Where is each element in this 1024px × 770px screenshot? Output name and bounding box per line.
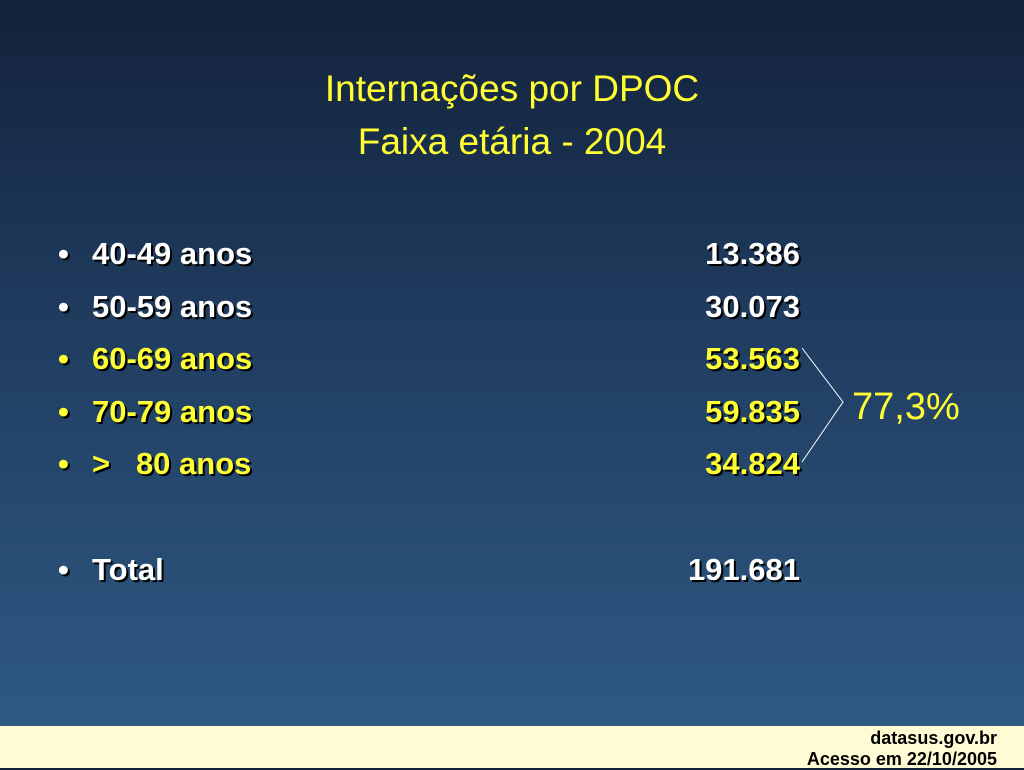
item-label: > 80 anos	[92, 446, 252, 481]
footer: datasus.gov.br Acesso em 22/10/2005	[0, 726, 1024, 769]
footer-line: datasus.gov.br	[870, 728, 997, 748]
item-value: 30.073	[705, 289, 800, 324]
list-item: • 60-69 anos 53.563	[58, 341, 800, 376]
item-value: 34.824	[705, 446, 800, 481]
item-value: 53.563	[705, 341, 800, 376]
list-item: • Total 191.681	[58, 552, 800, 587]
item-value: 191.681	[687, 552, 800, 587]
item-label: 50-59 anos	[92, 289, 253, 324]
item-label: 60-69 anos	[92, 341, 253, 376]
list-item: • 70-79 anos 59.835	[58, 394, 800, 429]
item-label: 40-49 anos	[92, 236, 253, 271]
item-value: 13.386	[705, 236, 800, 271]
title-line: Faixa etária - 2004	[357, 121, 667, 162]
list-item: • > 80 anos 34.824	[58, 446, 800, 481]
footer-line: Acesso em 22/10/2005	[806, 749, 997, 769]
bracket-line	[801, 347, 844, 463]
item-label: 70-79 anos	[92, 394, 253, 429]
item-value: 59.835	[705, 394, 800, 429]
list-item: • 50-59 anos 30.073	[58, 289, 800, 324]
title-line: Internações por DPOC	[324, 68, 700, 109]
item-label: Total	[92, 552, 164, 587]
list-item: • 40-49 anos 13.386	[58, 236, 800, 271]
annotation: 77,3%	[852, 386, 960, 428]
